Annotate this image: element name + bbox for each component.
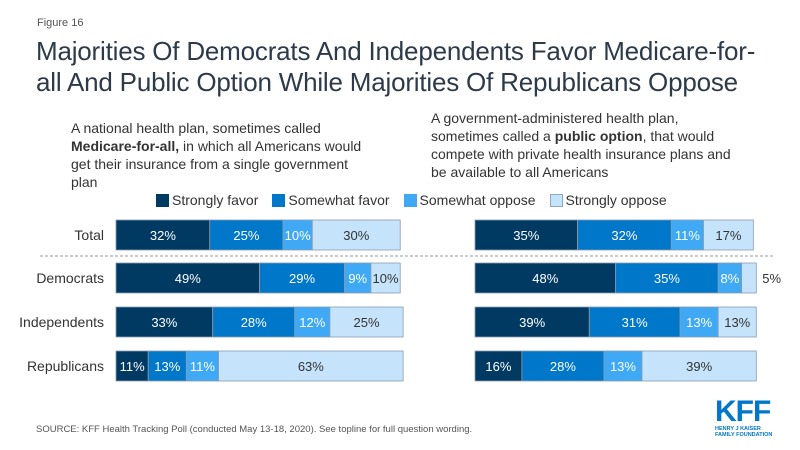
bar-segment-somewhat-favor xyxy=(615,262,719,294)
data-label: 10% xyxy=(285,228,311,243)
bar-segment-strongly-oppose xyxy=(218,350,404,382)
question-text: , that would compete with private health… xyxy=(431,128,731,180)
legend: Strongly favor Somewhat favor Somewhat o… xyxy=(156,192,667,208)
bar-segment-strongly-favor xyxy=(115,219,211,251)
row-label-republicans: Republicans xyxy=(27,358,104,374)
bar-segment-somewhat-oppose xyxy=(603,350,643,382)
bar-segment-strongly-favor xyxy=(474,219,578,251)
bar-segment-strongly-oppose xyxy=(717,306,757,338)
bar-segment-somewhat-favor xyxy=(259,262,345,294)
data-label: 28% xyxy=(550,359,576,374)
question-bold-term: public option xyxy=(554,128,643,144)
source-note: SOURCE: KFF Health Tracking Poll (conduc… xyxy=(36,424,473,435)
figure-label: Figure 16 xyxy=(37,17,84,29)
legend-swatch xyxy=(156,193,169,207)
logo-line-1: HENRY J KAISER xyxy=(715,426,761,432)
row-label-total: Total xyxy=(74,227,104,243)
bar-segment-strongly-favor xyxy=(115,350,149,382)
question-medicare-for-all: A national health plan, sometimes called… xyxy=(71,119,371,191)
bar-segment-somewhat-oppose xyxy=(294,306,331,338)
data-label: 13% xyxy=(154,359,180,374)
data-label: 12% xyxy=(299,315,325,330)
legend-item-somewhat-oppose: Somewhat oppose xyxy=(403,192,536,208)
bar-segment-strongly-favor xyxy=(474,350,523,382)
legend-item-somewhat-favor: Somewhat favor xyxy=(272,192,390,208)
bar-segment-somewhat-oppose xyxy=(185,350,219,382)
data-label: 16% xyxy=(485,359,511,374)
logo-line-2: FAMILY FOUNDATION xyxy=(715,432,773,438)
chart-title: Majorities Of Democrats And Independents… xyxy=(36,36,756,97)
bar-segment-strongly-oppose xyxy=(370,262,401,294)
bar-segment-strongly-favor xyxy=(115,306,214,338)
logo-wordmark: KFF xyxy=(715,395,771,428)
bar-segment-strongly-favor xyxy=(474,262,617,294)
legend-label: Somewhat favor xyxy=(288,192,390,208)
data-label: 35% xyxy=(654,271,680,286)
data-label: 13% xyxy=(724,315,750,330)
bar-segment-strongly-oppose xyxy=(311,219,401,251)
data-label: 8% xyxy=(721,271,740,286)
bar-segment-somewhat-favor xyxy=(147,350,187,382)
bar-segment-strongly-favor xyxy=(115,262,260,294)
data-label: 5% xyxy=(762,271,781,286)
data-label: 13% xyxy=(610,359,636,374)
data-label: 25% xyxy=(353,315,379,330)
question-public-option: A government-administered health plan, s… xyxy=(431,109,741,181)
data-label: 11% xyxy=(190,359,215,374)
data-label: 13% xyxy=(686,315,712,330)
bar-segment-somewhat-oppose xyxy=(679,306,719,338)
bar-segment-strongly-oppose xyxy=(741,262,757,294)
data-label: 39% xyxy=(519,315,545,330)
data-label: 33% xyxy=(151,315,177,330)
data-label: 49% xyxy=(175,271,201,286)
data-label: 31% xyxy=(622,315,648,330)
legend-item-strongly-oppose: Strongly oppose xyxy=(549,192,667,208)
data-label: 17% xyxy=(715,228,741,243)
data-label: 63% xyxy=(298,359,324,374)
data-label: 35% xyxy=(513,228,539,243)
legend-swatch xyxy=(403,193,417,207)
data-label: 29% xyxy=(289,271,315,286)
data-label: 25% xyxy=(233,228,259,243)
question-bold-term: Medicare-for-all, xyxy=(71,138,180,154)
legend-label: Somewhat oppose xyxy=(419,192,536,208)
question-text: in which all Americans would get their i… xyxy=(71,138,362,190)
bar-segment-somewhat-oppose xyxy=(282,219,313,251)
data-label: 32% xyxy=(150,228,176,243)
question-text: A government-administered health plan, s… xyxy=(431,110,679,144)
data-label: 48% xyxy=(532,271,558,286)
bar-segment-strongly-oppose xyxy=(641,350,757,382)
data-label: 11% xyxy=(675,228,700,243)
data-label: 30% xyxy=(343,228,369,243)
row-label-democrats: Democrats xyxy=(36,270,104,286)
data-label: 39% xyxy=(686,359,712,374)
bar-segment-somewhat-favor xyxy=(577,219,672,251)
row-label-independents: Independents xyxy=(19,314,104,330)
question-text: A national health plan, sometimes called xyxy=(71,120,321,136)
data-label: 11% xyxy=(120,359,145,374)
bar-segment-strongly-oppose xyxy=(329,306,404,338)
data-label: 32% xyxy=(611,228,637,243)
legend-swatch xyxy=(272,193,286,207)
data-label: 28% xyxy=(241,315,267,330)
data-label: 10% xyxy=(373,271,399,286)
bar-segment-strongly-oppose xyxy=(703,219,754,251)
legend-label: Strongly oppose xyxy=(565,192,667,208)
legend-label: Strongly favor xyxy=(172,192,259,208)
legend-item-strongly-favor: Strongly favor xyxy=(156,192,258,208)
kff-logo: KFF HENRY J KAISER FAMILY FOUNDATION xyxy=(715,395,785,439)
data-label: 9% xyxy=(348,271,367,286)
legend-swatch xyxy=(549,193,563,207)
